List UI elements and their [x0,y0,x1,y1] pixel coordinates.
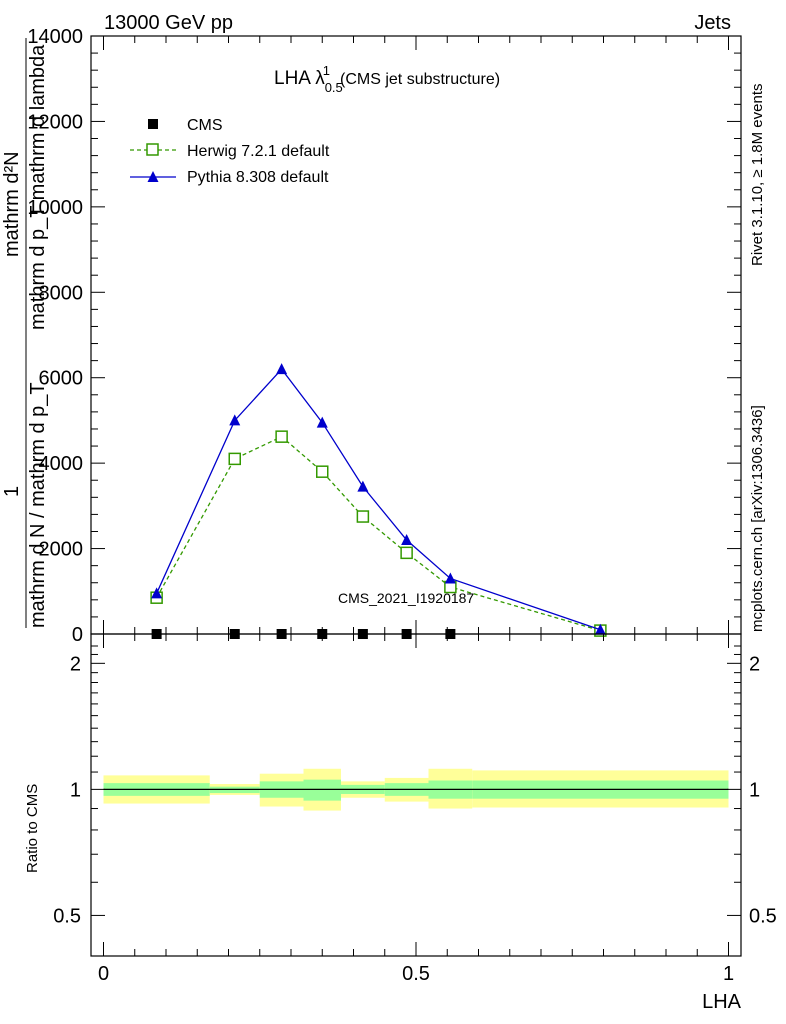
pythia-data-point [401,534,413,546]
plot-title: LHA λ0.5 1 (CMS jet substructure) [274,63,500,95]
legend-cms-marker [148,119,158,129]
mcplots-credit-label: mcplots.cern.ch [arXiv:1306.3436] [749,405,766,632]
legend: CMS Herwig 7.2.1 default Pythia 8.308 de… [130,117,330,186]
main-y-tick-label: 6000 [39,368,84,390]
x-tick-label: 0 [98,963,109,985]
herwig-data-point [400,546,413,560]
herwig-series-line [156,435,601,632]
plot-title-main: LHA λ [274,68,325,89]
herwig-data-point [228,452,241,466]
main-y-tick-label: 2000 [39,539,84,561]
main-y-tick-label: 8000 [39,282,84,304]
header-energy-label: 13000 GeV pp [104,12,233,34]
herwig-data-point [275,430,288,443]
x-axis-label: LHA [702,991,742,1013]
ratio-y-tick-label: 1 [70,779,81,801]
pythia-data-point [357,480,369,492]
pythia-data-point [594,623,606,635]
x-tick-label: 0.5 [402,963,430,985]
ratio-axes: 0.5 0.5 1 1 2 2 0 0.5 1 [53,634,777,985]
main-y-tick-label: 0 [72,624,83,646]
plot-title-note: (CMS jet substructure) [340,71,500,88]
pythia-data-point [316,416,328,428]
ratio-y-tick-label: 2 [70,653,81,675]
plot-title-sub: 0.5 [325,80,343,95]
y-label-denominator: mathrm d N / mathrm d p_T [27,382,49,628]
herwig-data-point [316,465,329,478]
main-axes: 0 2000 4000 6000 8000 10000 12000 14000 [27,26,741,646]
ratio-y-axis-label: Ratio to CMS [24,784,41,873]
ratio-y-tick-label-right: 0.5 [749,905,777,927]
ratio-bands-group [103,768,729,811]
legend-pythia-marker [147,171,159,182]
plot-title-sup: 1 [323,63,330,78]
legend-herwig-marker [146,143,159,156]
rivet-version-label: Rivet 3.1.10, ≥ 1.8M events [749,84,766,267]
main-y-tick-label: 12000 [27,111,83,133]
ratio-y-tick-label-right: 2 [749,653,760,675]
pythia-series-line [156,368,601,631]
ratio-y-tick-label: 0.5 [53,905,81,927]
main-y-tick-label: 14000 [27,26,83,48]
pythia-data-point [151,587,163,599]
ratio-inner-band [303,779,341,801]
y-label-prefix: 1 [1,486,23,497]
main-y-tick-label: 4000 [39,453,84,475]
legend-herwig-label: Herwig 7.2.1 default [187,143,330,160]
y-label-numerator-sub: mathrm d p_T mathrm d lambda [27,44,49,330]
legend-cms-label: CMS [187,117,223,134]
header-process-label: Jets [694,12,731,34]
pythia-data-point [229,414,241,426]
x-tick-label: 1 [723,963,734,985]
y-label-numerator: mathrm d²N [1,151,23,257]
herwig-data-point [356,510,370,523]
pythia-data-point [276,363,288,375]
ratio-y-tick-label-right: 1 [749,779,760,801]
legend-pythia-label: Pythia 8.308 default [187,169,329,186]
pythia-data-point [444,572,456,584]
main-y-tick-label: 10000 [27,197,83,219]
analysis-watermark: CMS_2021_I1920187 [338,590,474,606]
main-y-axis-label: mathrm d²N mathrm d p_T mathrm d lambda … [1,38,49,628]
